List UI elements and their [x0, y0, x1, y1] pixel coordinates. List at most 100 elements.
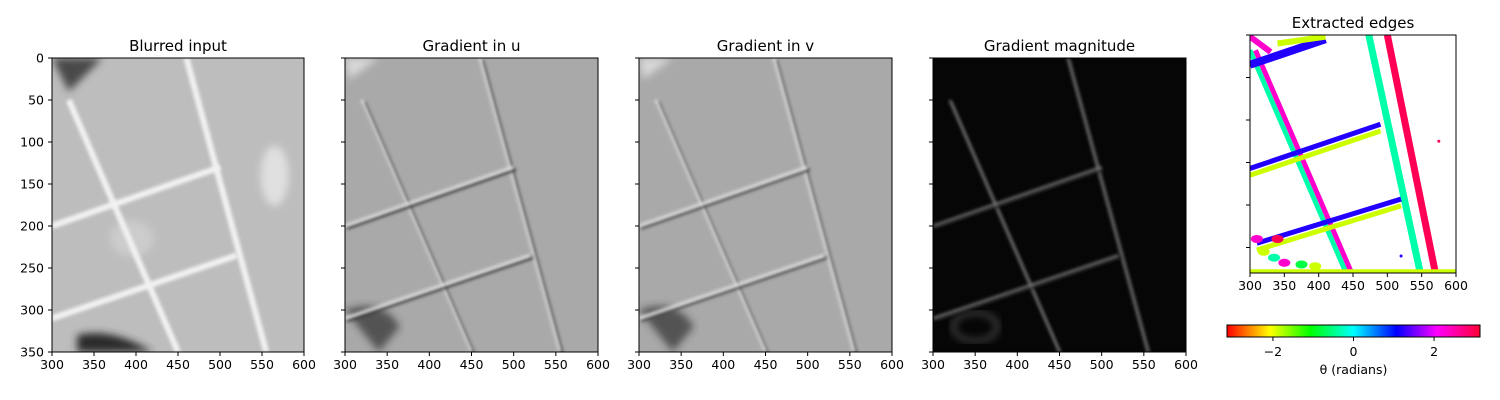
edge-top-2: [1277, 35, 1326, 47]
colorbar-tick-label: 2: [1430, 344, 1438, 359]
edge-blob: [1278, 258, 1291, 267]
panel-image: [1250, 35, 1456, 273]
y-tick-label: 50: [28, 93, 44, 108]
x-tick-label: 600: [1444, 278, 1468, 293]
x-tick-label: 400: [1307, 278, 1331, 293]
colorbar: −2 0 2 θ (radians): [1226, 324, 1481, 377]
panel-4: Gradient magnitude 300 350 400 450 500 550 600: [921, 37, 1198, 372]
edge-shadow: [934, 168, 1105, 230]
x-tick-label: 350: [1272, 278, 1296, 293]
edge-blob: [1271, 235, 1284, 243]
edge-top-3: [1250, 35, 1273, 55]
panel-3: Gradient in v 300 350 400 450 500 550 600: [627, 37, 904, 372]
grid-line-2: [478, 58, 562, 352]
grid-line-3: [639, 165, 809, 228]
panel-2: Gradient in u 300 350 400 450 500 550 600: [333, 37, 610, 372]
y-tick-label: 200: [20, 219, 44, 234]
panel-image: [52, 58, 304, 352]
edge-blob: [1309, 262, 1322, 271]
x-tick-label: 300: [333, 357, 357, 372]
colorbar-label: θ (radians): [1320, 362, 1388, 377]
edge-h2b: [1256, 203, 1402, 253]
x-tick-label: 550: [1410, 278, 1434, 293]
edge-shadow: [934, 256, 1121, 322]
edge-diag-1b: [1253, 49, 1354, 273]
x-tick-label: 450: [460, 357, 484, 372]
grid-line-3: [52, 164, 221, 229]
y-tick-label: 300: [20, 303, 44, 318]
x-tick-label: 550: [838, 357, 862, 372]
edge-h1b: [1250, 128, 1382, 178]
x-tick-label: 500: [1090, 357, 1114, 372]
x-tick-label: 500: [796, 357, 820, 372]
x-tick-label: 400: [711, 357, 735, 372]
panel-5: Extracted edges 300 350 400 450 500 550 600: [1238, 14, 1468, 293]
x-tick-label: 350: [669, 357, 693, 372]
edge-dot: [1437, 139, 1441, 143]
edge-shadow: [640, 255, 828, 322]
edge-blob: [1268, 253, 1281, 262]
grid-line-2: [183, 58, 270, 352]
x-tick-label: 450: [166, 357, 190, 372]
x-tick-label: 600: [586, 357, 610, 372]
colorbar-tick-label: 0: [1350, 344, 1358, 359]
y-tick-label: 350: [20, 345, 44, 360]
grid-line-4: [639, 253, 826, 320]
x-tick-label: 550: [544, 357, 568, 372]
x-tick-label: 300: [40, 357, 64, 372]
x-tick-label: 300: [921, 357, 945, 372]
edge-blob: [1250, 235, 1263, 243]
x-tick-label: 600: [1174, 357, 1198, 372]
x-tick-label: 450: [1048, 357, 1072, 372]
panel-image: [345, 58, 598, 352]
x-tick-label: 600: [880, 357, 904, 372]
edge-dot: [1399, 254, 1403, 258]
grid-line-4: [345, 253, 532, 320]
edge-shadow: [1068, 59, 1151, 352]
edge-shadow: [346, 255, 534, 322]
x-tick-label: 500: [1375, 278, 1399, 293]
grid-line-4: [933, 254, 1119, 320]
x-tick-label: 600: [292, 357, 316, 372]
edge-shadow: [640, 167, 811, 230]
edge-blob: [1257, 247, 1270, 256]
image-texture: [952, 311, 999, 342]
panel-title: Gradient in u: [422, 37, 520, 55]
x-tick-label: 400: [124, 357, 148, 372]
edge-blob: [1295, 260, 1308, 269]
colorbar-gradient: [1226, 324, 1481, 338]
x-tick-label: 300: [1238, 278, 1262, 293]
edge-shadow: [346, 167, 517, 230]
edge-diag-2a: [1365, 35, 1424, 273]
y-tick-label: 0: [36, 51, 44, 66]
grid-line-1: [948, 99, 1061, 352]
y-tick-label: 100: [20, 135, 44, 150]
colorbar-tick-label: −2: [1264, 344, 1282, 359]
x-tick-label: 300: [627, 357, 651, 372]
x-tick-label: 550: [250, 357, 274, 372]
edge-top: [1250, 35, 1327, 69]
edge-diag-1a: [1250, 49, 1349, 273]
panel-title: Blurred input: [129, 37, 227, 55]
edge-h1a: [1250, 121, 1382, 171]
grid-line-2: [1066, 58, 1150, 352]
x-tick-label: 500: [502, 357, 526, 372]
panel-title: Gradient magnitude: [984, 37, 1135, 55]
grid-line-3: [345, 165, 515, 228]
x-tick-label: 400: [417, 357, 441, 372]
x-tick-label: 550: [1132, 357, 1156, 372]
panel-title: Extracted edges: [1292, 14, 1415, 32]
grid-line-1: [360, 99, 473, 352]
grid-line-2: [772, 58, 856, 352]
panel-title: Gradient in v: [717, 37, 814, 55]
x-tick-label: 500: [208, 357, 232, 372]
y-tick-label: 150: [20, 177, 44, 192]
grid-line-1: [654, 99, 767, 352]
grid-line-4: [52, 252, 238, 322]
grid-line-3: [933, 166, 1103, 228]
x-tick-label: 350: [82, 357, 106, 372]
edge-diag-2b: [1383, 35, 1439, 273]
x-tick-label: 450: [754, 357, 778, 372]
